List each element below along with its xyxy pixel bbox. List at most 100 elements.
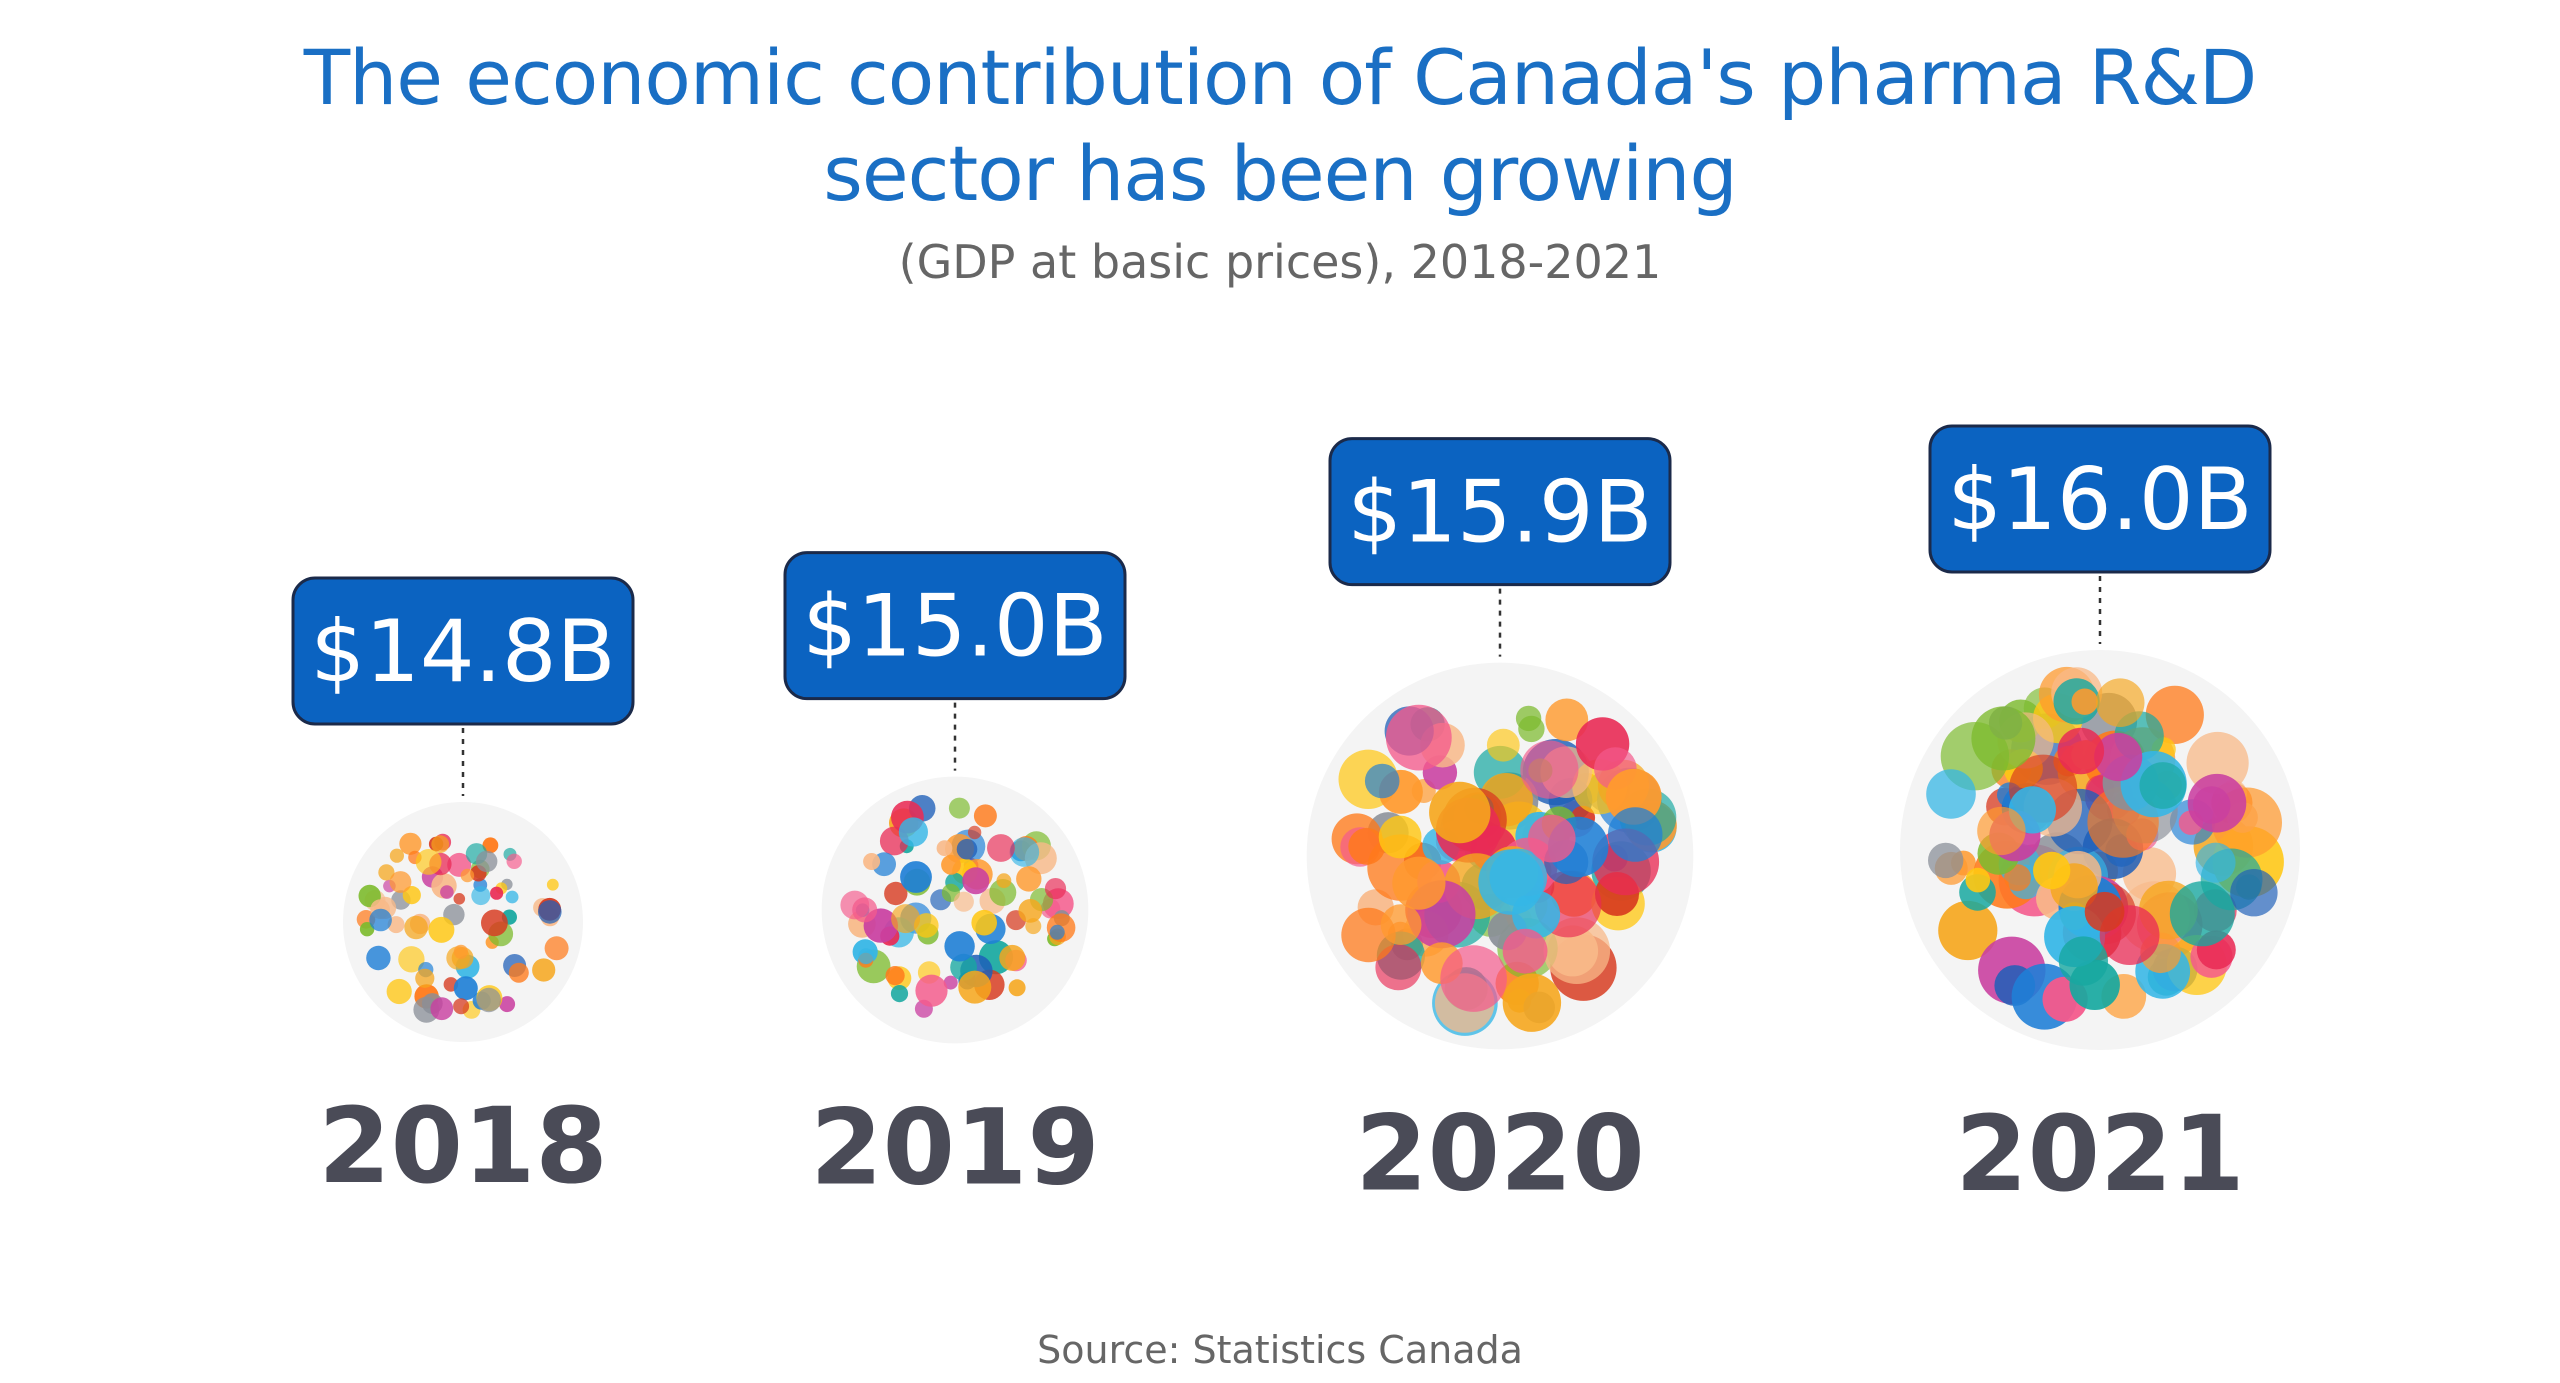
bubble-2018-48 (430, 997, 454, 1021)
bubble-2019-77 (1025, 918, 1042, 935)
bubble-2021-106 (2095, 678, 2145, 727)
bubble-2021-2 (1938, 900, 1998, 961)
bubble-2018-61 (369, 908, 392, 932)
bubble-2021-79 (2230, 869, 2278, 917)
chart-title-line-1: The economic contribution of Canada's ph… (303, 33, 2258, 122)
value-box-bg-2019 (783, 551, 1127, 701)
bubble-2018-18 (482, 837, 499, 854)
value-box-bg-2020 (1328, 437, 1672, 587)
bubble-2019-81 (941, 854, 961, 875)
bubble-2020-101 (1607, 807, 1663, 862)
value-box-2021: $16.0B (1928, 424, 2272, 574)
bubble-2018-53 (415, 968, 435, 988)
bubble-2020-97 (1489, 848, 1548, 907)
bubble-2020-44 (1545, 698, 1589, 742)
bubble-2020-42 (1375, 944, 1422, 991)
bubble-2020-81 (1348, 827, 1386, 865)
bubble-2018-71 (506, 853, 522, 869)
bubble-2019-7 (884, 881, 908, 906)
bubble-2018-73 (453, 944, 468, 959)
bubble-2021-99 (2084, 891, 2125, 932)
bubble-2019-71 (953, 891, 974, 912)
value-box-2018: $14.8B (291, 576, 635, 726)
year-label-2019: 2019 (810, 1086, 1099, 1208)
bubble-2021-93 (2169, 881, 2235, 947)
bubble-2019-18 (973, 804, 997, 828)
bubble-2020-82 (1486, 728, 1520, 762)
bubble-2020-80 (1385, 704, 1452, 771)
bubble-2019-21 (967, 825, 982, 840)
value-box-2020: $15.9B (1328, 437, 1672, 587)
bubble-2019-68 (915, 974, 948, 1007)
bubble-2019-70 (1049, 924, 1065, 940)
bubble-2020-88 (1502, 973, 1562, 1032)
bubble-2018-69 (538, 900, 562, 924)
bubble-2021-104 (2195, 842, 2236, 883)
bubble-2019-73 (999, 944, 1026, 971)
chart-source: Source: Statistics Canada (1037, 1328, 1523, 1372)
bubble-2019-62 (1018, 899, 1043, 923)
bubble-2019-82 (996, 873, 1012, 889)
bubble-2021-84 (1928, 842, 1964, 879)
bubble-2018-26 (399, 832, 422, 855)
bubble-2019-74 (840, 890, 870, 920)
bubble-2019-57 (885, 966, 905, 986)
value-box-bg-2018 (291, 576, 635, 726)
bubble-2018-21 (453, 976, 478, 1001)
value-label-2020: $15.9B (1347, 463, 1652, 563)
bubble-2019-12 (1008, 979, 1026, 997)
bubble-2019-76 (898, 817, 929, 847)
bubble-2018-75 (431, 835, 450, 854)
bubble-2018-58 (544, 936, 569, 961)
bubble-2020-41 (1364, 763, 1400, 799)
bubble-2018-24 (378, 864, 395, 881)
bubble-2021-45 (1965, 867, 1991, 893)
bubble-2021-69 (1926, 769, 1976, 819)
bubble-2018-49 (490, 886, 504, 900)
bubble-2018-11 (398, 946, 425, 973)
bubble-2021-91 (2187, 773, 2247, 833)
bubble-2020-52 (1518, 715, 1545, 743)
bubble-2019-72 (863, 853, 881, 870)
bubble-2019-63 (944, 931, 975, 962)
bubble-2019-80 (987, 834, 1015, 862)
bubble-2021-96 (2058, 936, 2108, 986)
year-group-2020: $15.9B 2020 (1306, 437, 1694, 1214)
bubble-2018-44 (499, 996, 516, 1013)
bubble-2019-50 (958, 970, 992, 1004)
year-group-2019: $15.0B 2019 (783, 551, 1127, 1208)
bubble-2018-74 (471, 886, 491, 906)
bubble-2019-6 (948, 797, 970, 819)
bubble-2021-102 (2033, 851, 2071, 890)
bubble-2018-57 (508, 962, 529, 983)
year-label-2020: 2020 (1355, 1092, 1644, 1214)
bubble-2018-67 (440, 885, 454, 899)
bubble-2018-5 (386, 978, 412, 1005)
bubble-2020-95 (1429, 781, 1491, 844)
bubble-2018-76 (476, 987, 501, 1013)
bubble-2018-16 (359, 922, 375, 937)
bubble-2021-97 (2071, 688, 2098, 715)
year-group-2018: $14.8B 2018 (291, 576, 635, 1207)
bubble-2021-105 (2094, 732, 2143, 782)
bubble-2019-75 (890, 985, 909, 1003)
bubble-2021-108 (2057, 727, 2105, 775)
bubble-2018-66 (415, 849, 442, 875)
bubble-2019-52 (956, 838, 978, 860)
bubble-2018-63 (481, 909, 508, 937)
bubble-2019-69 (1016, 866, 1042, 892)
value-label-2021: $16.0B (1947, 450, 2252, 550)
bubble-2020-103 (1392, 856, 1446, 910)
bubble-2021-58 (2004, 864, 2032, 892)
value-box-bg-2021 (1928, 424, 2272, 574)
bubble-2019-79 (971, 909, 997, 936)
bubble-2020-94 (1502, 928, 1548, 974)
bubble-2020-92 (1378, 815, 1422, 859)
bubble-2018-56 (476, 850, 498, 873)
bubble-2019-51 (962, 867, 990, 895)
value-box-2019: $15.0B (783, 551, 1127, 701)
bubble-2018-8 (366, 945, 391, 971)
year-label-2018: 2018 (318, 1085, 607, 1207)
